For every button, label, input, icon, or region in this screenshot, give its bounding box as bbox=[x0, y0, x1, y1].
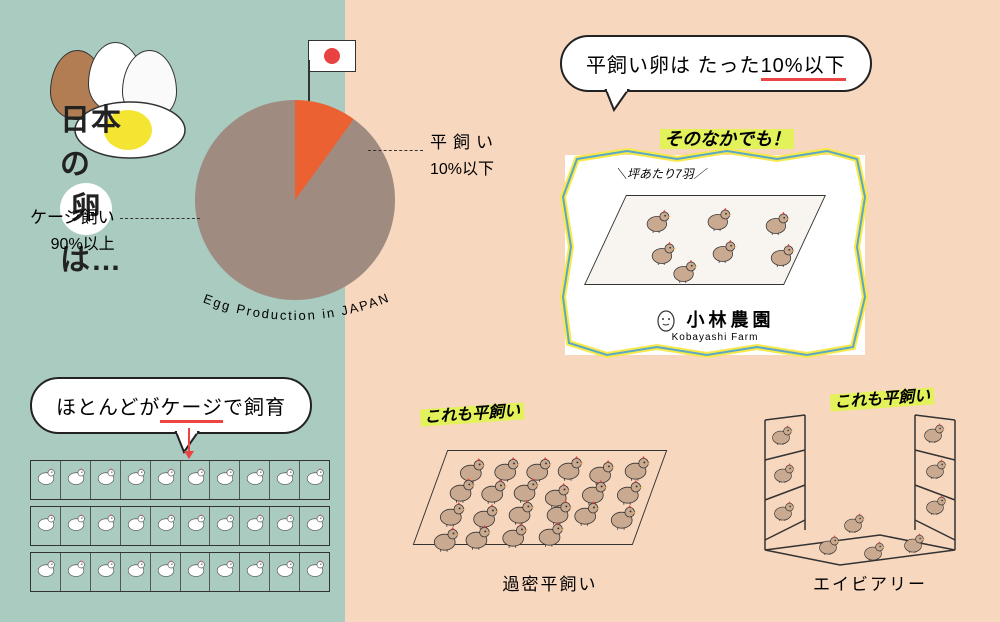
crowded-floor bbox=[413, 450, 668, 545]
slice-label-cage: ケージ飼い90%以上 bbox=[30, 205, 115, 257]
aviary-shelves bbox=[760, 410, 960, 575]
bubble-freerange: 平飼い卵は たった10%以下 bbox=[560, 35, 872, 92]
crowded-label: 過密平飼い bbox=[450, 570, 650, 595]
farm-floor bbox=[584, 195, 826, 285]
cage-rack bbox=[30, 460, 330, 598]
dash-connector bbox=[120, 218, 200, 219]
svg-text:Egg Production in JAPAN: Egg Production in JAPAN bbox=[201, 290, 392, 323]
pie-chart: Egg Production in JAPAN bbox=[195, 100, 395, 300]
title-line1: 日本の bbox=[60, 104, 122, 181]
arrow-down-icon bbox=[188, 428, 190, 458]
bubble-cage: ほとんどがケージで飼育 bbox=[30, 377, 312, 434]
density-label: ＼坪あたり7羽／ bbox=[615, 165, 706, 182]
farm-name: 小林農園 Kobayashi Farm bbox=[565, 306, 865, 343]
dash-connector bbox=[368, 150, 423, 151]
slice-label-free: 平飼い10%以下 bbox=[430, 130, 499, 182]
aviary-label: エイビアリー bbox=[770, 570, 970, 595]
pie-caption-curve: Egg Production in JAPAN bbox=[165, 280, 425, 340]
farm-panel: ＼坪あたり7羽／ 小林農園 Kobayashi Farm bbox=[565, 155, 865, 355]
